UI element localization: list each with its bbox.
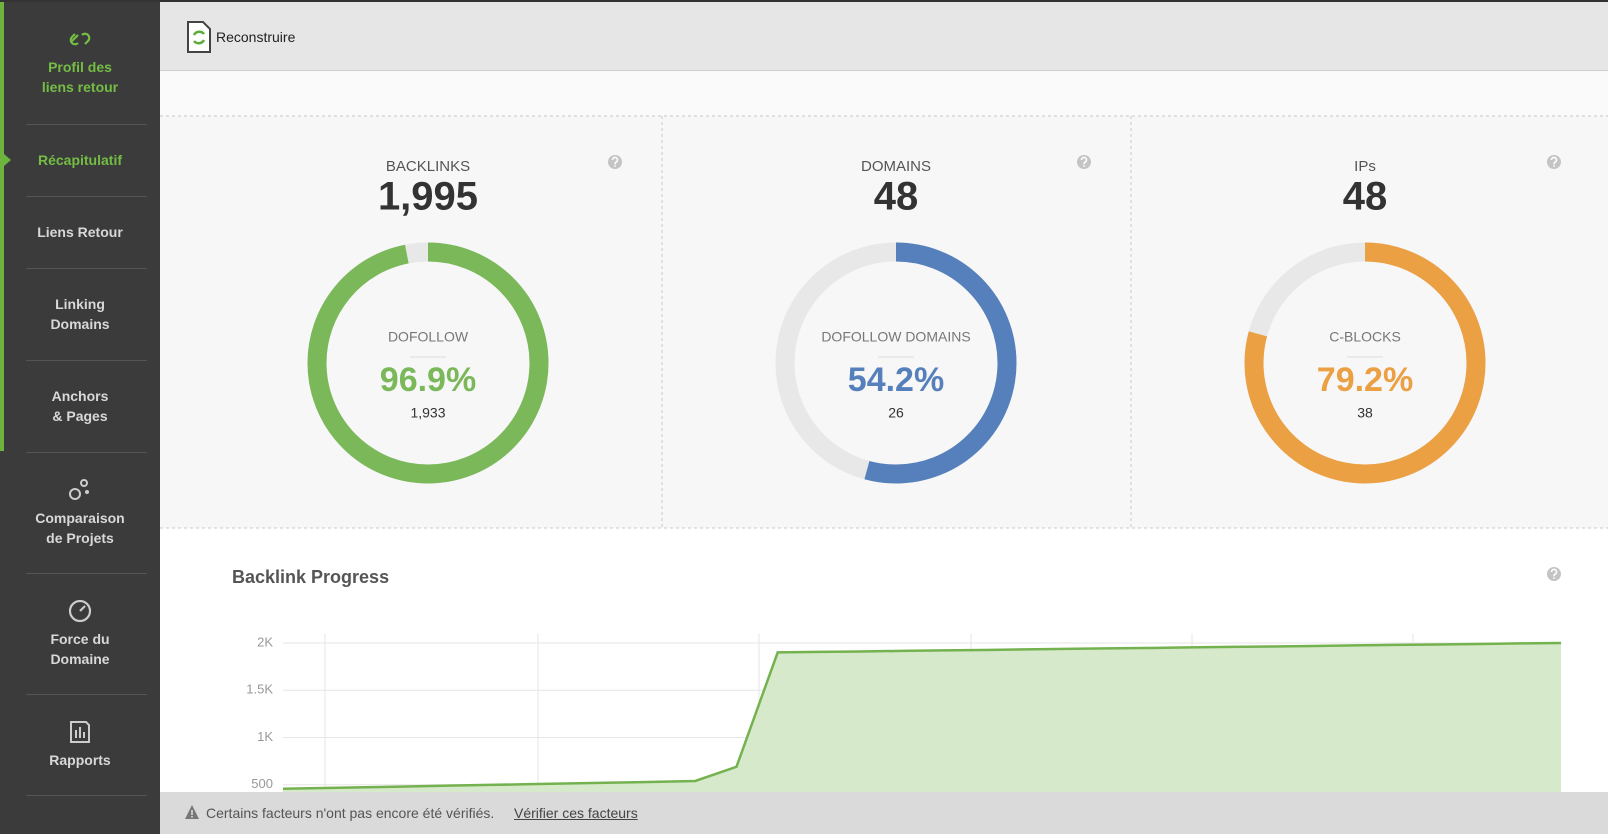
cards-background [160, 116, 1608, 528]
verify-link[interactable]: Vérifier ces facteurs [514, 805, 638, 821]
nav-separator [26, 694, 147, 695]
nav-separator [26, 268, 147, 269]
y-tick-label: 2K [257, 634, 273, 649]
nav-icon [69, 478, 89, 500]
ring-label: DOFOLLOW [388, 329, 469, 345]
nav-item[interactable]: Liens Retour [0, 196, 160, 268]
nav-label: Récapitulatif [37, 152, 122, 168]
y-tick-label: 1K [257, 729, 273, 744]
footer: Certains facteurs n'ont pas encore été v… [160, 792, 1608, 834]
ring-count: 38 [1357, 405, 1373, 421]
help-glyph [1553, 165, 1555, 167]
nav-label: Liens Retour [37, 224, 123, 240]
line [282, 641, 1562, 791]
nav-icon [69, 32, 91, 46]
area [283, 642, 1561, 832]
nav-item[interactable]: Linking Domains [0, 268, 160, 360]
nav-label: liens retour [41, 79, 119, 95]
nav-item[interactable]: Anchors & Pages [0, 360, 160, 452]
nav-label: de Projets [46, 529, 114, 546]
help-glyph [1550, 156, 1558, 165]
card-total: 48 [874, 175, 919, 219]
ring-label: C-BLOCKS [1329, 329, 1401, 345]
help-glyph [611, 156, 619, 165]
ring-percent: 79.2% [1317, 361, 1413, 399]
nav-label: & Pages [52, 408, 108, 424]
nav-separator [26, 795, 147, 796]
nav-item[interactable]: Profil des liens retour [0, 0, 160, 124]
help-glyph [1553, 577, 1555, 579]
ring-count: 26 [888, 405, 904, 421]
nav-separator [26, 124, 147, 125]
ring-percent: 54.2% [848, 361, 944, 399]
card-title: BACKLINKS [386, 158, 470, 175]
nav-label: Anchors [51, 388, 109, 404]
nav-separator [26, 360, 147, 361]
help-glyph [1550, 568, 1558, 577]
nav-label: Comparaison [35, 509, 125, 526]
nav-item[interactable]: Force du Domaine [0, 573, 160, 694]
nav-label: Rapports [49, 751, 111, 768]
nav-label: Linking [55, 296, 105, 312]
help-glyph [614, 165, 616, 167]
ring-arc [775, 242, 1017, 484]
help-glyph [1083, 165, 1085, 167]
content: BACKLINKS1,995DOFOLLOW96.9%1,933DOMAINS4… [160, 115, 1608, 834]
footer-message: Certains facteurs n'ont pas encore été v… [206, 805, 495, 821]
ring-percent: 96.9% [380, 361, 476, 399]
y-tick-label: 500 [251, 776, 273, 791]
warning-icon [185, 805, 199, 819]
nav-icon [68, 599, 92, 622]
card-total: 1,995 [378, 175, 478, 219]
active-marker [4, 154, 11, 166]
nav-label: Profil des [48, 59, 112, 75]
chart-title: Backlink Progress [232, 567, 389, 587]
header: Reconstruire [160, 2, 1608, 71]
nav-item[interactable]: Récapitulatif [0, 124, 160, 196]
ring-label: DOFOLLOW DOMAINS [821, 329, 970, 345]
active-strip [0, 0, 4, 451]
nav-label: Domaine [50, 650, 110, 667]
ring-count: 1,933 [410, 405, 445, 421]
top-border [0, 0, 1608, 2]
ring-arc [1244, 242, 1486, 484]
y-tick-label: 1.5K [246, 682, 273, 697]
ring-arc [307, 242, 549, 484]
rebuild-icon[interactable] [186, 21, 212, 53]
card-title: IPs [1354, 158, 1376, 175]
nav-separator [26, 452, 147, 453]
card-title: DOMAINS [861, 158, 931, 175]
nav-label: Force du [50, 630, 110, 647]
nav-item[interactable]: Rapports [0, 694, 160, 795]
card-total: 48 [1343, 175, 1388, 219]
rebuild-button[interactable]: Reconstruire [216, 29, 296, 45]
nav-icon [70, 720, 90, 743]
nav-separator [26, 573, 147, 574]
nav-label: Domains [50, 316, 110, 332]
nav-separator [26, 196, 147, 197]
help-glyph [1080, 156, 1088, 165]
nav-item[interactable]: Comparaison de Projets [0, 452, 160, 573]
sidebar: Profil des liens retour Récapitulatif Liens… [0, 0, 160, 834]
